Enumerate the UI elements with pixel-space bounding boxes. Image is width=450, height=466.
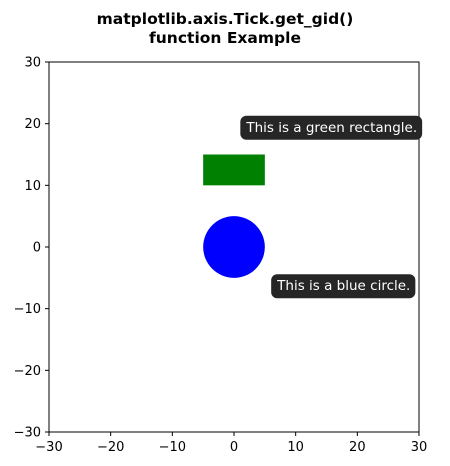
x-tick-label: −20 — [97, 440, 124, 455]
y-tick-label: −10 — [14, 302, 41, 317]
annotation-box: This is a blue circle. — [271, 274, 416, 299]
y-tick-label: −30 — [14, 426, 41, 441]
green-rectangle-shape — [203, 154, 265, 186]
y-tick-label: −20 — [14, 364, 41, 379]
x-tick-label: 10 — [287, 440, 304, 455]
y-tick-label: 20 — [24, 117, 41, 132]
x-tick-label: 20 — [349, 440, 366, 455]
x-tick-label: −30 — [35, 440, 62, 455]
chart-title-line-1: matplotlib.axis.Tick.get_gid() — [96, 10, 354, 28]
annotation-background — [240, 115, 423, 140]
blue-circle-shape — [203, 216, 265, 278]
y-tick-label: 30 — [24, 56, 41, 71]
y-tick-label: 10 — [24, 179, 41, 194]
annotation-text: This is a green rectangle. — [245, 120, 417, 136]
annotation-box: This is a green rectangle. — [240, 115, 423, 140]
x-tick-label: −10 — [159, 440, 186, 455]
chart-title: matplotlib.axis.Tick.get_gid() function … — [0, 10, 450, 48]
chart-title-line-2: function Example — [149, 29, 301, 47]
x-tick-label: 30 — [411, 440, 428, 455]
y-tick-label: 0 — [33, 241, 41, 256]
x-tick-label: 0 — [230, 440, 238, 455]
annotation-text: This is a blue circle. — [276, 278, 410, 294]
annotation-background — [271, 274, 416, 299]
